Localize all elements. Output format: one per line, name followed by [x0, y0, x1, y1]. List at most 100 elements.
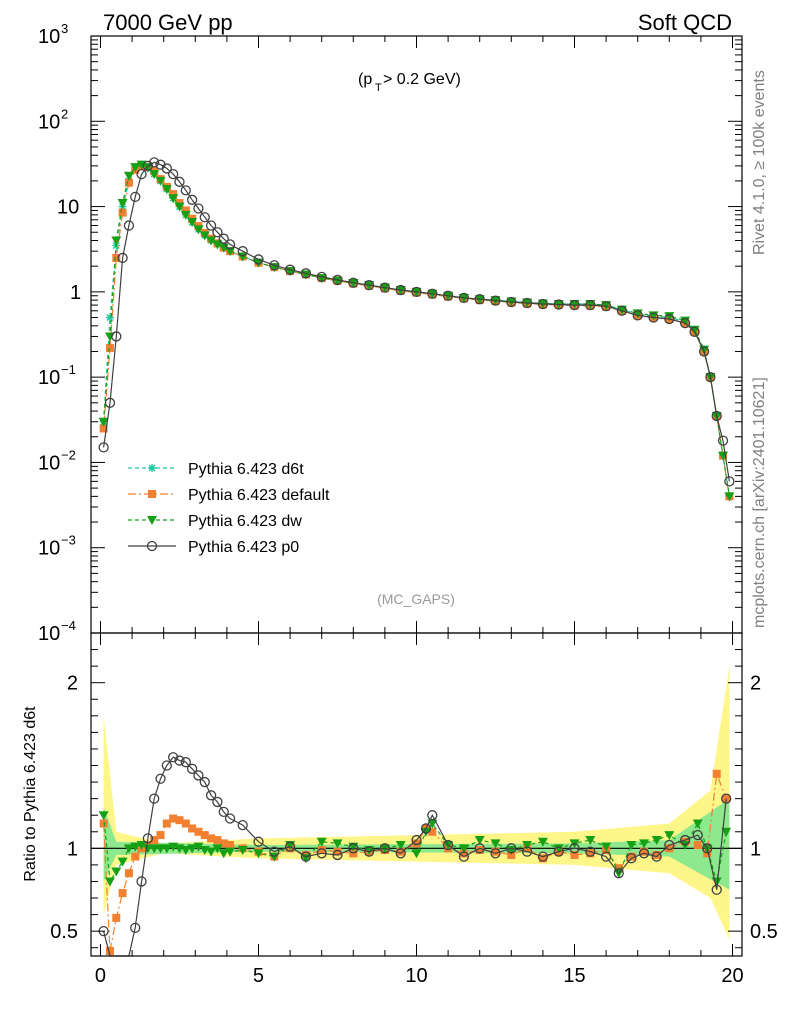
ratio-point-p0 — [420, 823, 432, 834]
watermark: (MC_GAPS) — [377, 591, 455, 607]
main-point-p0 — [427, 288, 438, 299]
ratio-point-default — [570, 850, 579, 859]
main-point-p0 — [111, 331, 122, 342]
ratio-point-dw — [721, 827, 732, 837]
ratio-point-default — [317, 845, 326, 854]
x-tick-label: 10 — [405, 965, 427, 987]
main-point-p0 — [363, 279, 375, 291]
ratio-point-dw — [218, 849, 229, 859]
main-point-p0 — [98, 442, 109, 453]
main-point-p0 — [123, 220, 135, 231]
ratio-series-p0 — [98, 752, 732, 957]
ratio-y-tick-label-right: 1 — [750, 838, 761, 860]
plot-title-rest: > 0.2 GeV) — [383, 71, 461, 88]
mcplots-label: mcplots.cern.ch [arXiv:2401.10621] — [751, 377, 768, 628]
svg-text:10: 10 — [38, 26, 60, 48]
ratio-point-dw — [117, 857, 128, 867]
ratio-point-dw — [522, 841, 533, 851]
main-point-p0 — [698, 346, 710, 357]
main-point-dw — [174, 202, 185, 212]
main-point-p0 — [664, 313, 675, 325]
main-point-p0 — [161, 163, 172, 174]
svg-text:10: 10 — [38, 452, 60, 474]
main-y-tick-label: 10 −4 — [38, 618, 76, 645]
main-point-dw — [123, 171, 134, 181]
main-point-p0 — [130, 191, 141, 203]
legend-marker — [148, 490, 156, 498]
ratio-point-dw — [161, 844, 172, 854]
ratio-point-default — [586, 849, 595, 858]
ratio-point-dw — [253, 849, 264, 859]
ratio-point-default — [219, 839, 228, 848]
ratio-point-default — [538, 854, 547, 863]
ratio-point-p0 — [316, 848, 327, 859]
main-point-p0 — [199, 212, 210, 223]
ratio-point-p0 — [180, 757, 191, 768]
ratio-point-default — [99, 819, 108, 828]
plot-title-sub: T — [375, 82, 382, 94]
ratio-point-p0 — [664, 839, 675, 851]
ratio-point-dw — [553, 844, 564, 854]
ratio-point-p0 — [136, 876, 147, 887]
ratio-point-p0 — [553, 846, 564, 857]
main-point-p0 — [300, 268, 312, 279]
main-point-p0 — [224, 239, 236, 250]
ratio-point-default — [188, 824, 197, 833]
main-point-default — [99, 424, 108, 433]
ratio-point-default — [200, 831, 209, 840]
main-point-p0 — [149, 157, 160, 168]
ratio-point-default — [118, 889, 127, 898]
ratio-point-p0 — [212, 796, 223, 808]
ratio-point-p0 — [142, 833, 154, 844]
legend-label: Pythia 6.423 default — [188, 487, 330, 504]
main-point-p0 — [711, 410, 722, 422]
main-point-p0 — [717, 435, 729, 446]
ratio-point-default — [226, 841, 235, 850]
legend-label: Pythia 6.423 p0 — [188, 539, 299, 556]
main-point-d6t — [105, 313, 114, 322]
main-point-p0 — [600, 300, 612, 312]
ratio-point-default — [712, 769, 721, 778]
ratio-point-default — [131, 852, 140, 861]
main-point-p0 — [395, 284, 406, 296]
main-point-p0 — [186, 194, 198, 205]
ratio-point-dw — [142, 844, 153, 854]
main-y-tick-label: 10 — [57, 197, 79, 219]
main-point-p0 — [705, 371, 716, 383]
ratio-point-p0 — [474, 843, 485, 854]
main-point-default — [118, 208, 127, 217]
main-series-d6t — [99, 161, 734, 501]
ratio-point-dw — [664, 831, 675, 841]
main-point-dw — [724, 492, 735, 502]
ratio-point-default — [640, 847, 649, 856]
legend-marker — [147, 516, 157, 525]
main-point-p0 — [253, 254, 264, 265]
svg-text:−4: −4 — [61, 618, 76, 633]
main-point-dw — [348, 279, 359, 289]
main-point-p0 — [474, 294, 485, 305]
ratio-point-dw — [639, 839, 650, 849]
ratio-point-p0 — [411, 834, 422, 846]
main-y-tick-label: 10 −2 — [38, 447, 76, 474]
ratio-point-dw — [123, 844, 134, 854]
main-point-p0 — [348, 277, 359, 288]
ratio-point-dw — [651, 836, 662, 846]
main-point-p0 — [679, 317, 691, 329]
main-point-p0 — [537, 298, 549, 310]
ratio-point-p0 — [721, 793, 732, 804]
ratio-point-p0 — [193, 770, 204, 781]
main-point-p0 — [117, 252, 128, 264]
ratio-point-p0 — [458, 851, 470, 862]
ratio-point-p0 — [613, 868, 624, 879]
legend-marker — [146, 540, 158, 552]
ratio-point-p0 — [284, 841, 296, 852]
main-point-p0 — [553, 299, 564, 310]
main-point-dw — [206, 236, 217, 246]
main-y-tick-label: 10 2 — [38, 106, 68, 133]
main-point-default — [124, 178, 133, 187]
main-series-p0 — [98, 157, 735, 487]
header-left: 7000 GeV pp — [103, 10, 233, 35]
ratio-point-dw — [187, 844, 198, 854]
ratio-point-p0 — [692, 829, 703, 841]
